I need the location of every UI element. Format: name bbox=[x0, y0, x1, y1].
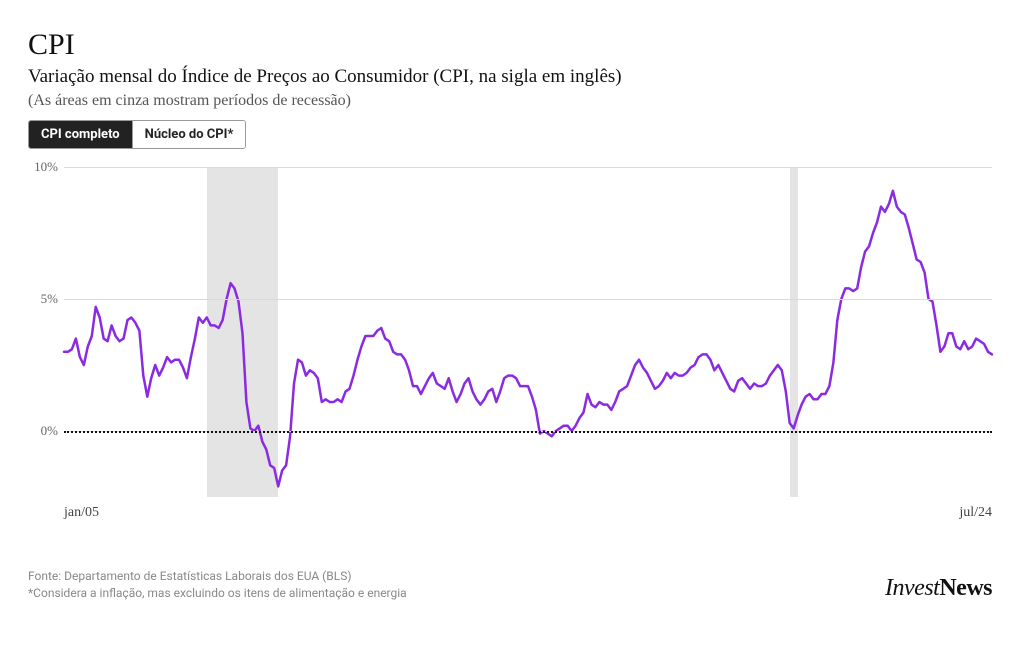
y-tick-label: 10% bbox=[34, 159, 64, 175]
tab-nucleo-cpi[interactable]: Núcleo do CPI* bbox=[132, 121, 246, 148]
footnote-text: *Considera a inflação, mas excluindo os … bbox=[28, 585, 407, 602]
zero-line bbox=[64, 431, 992, 433]
gridline bbox=[64, 167, 992, 168]
recession-note: (As áreas em cinza mostram períodos de r… bbox=[28, 92, 992, 110]
source-text: Fonte: Departamento de Estatísticas Labo… bbox=[28, 568, 407, 585]
tab-cpi-completo[interactable]: CPI completo bbox=[29, 121, 132, 148]
series-tabs: CPI completoNúcleo do CPI* bbox=[28, 120, 246, 149]
x-axis: jan/05 jul/24 bbox=[64, 497, 992, 521]
x-start-label: jan/05 bbox=[64, 505, 99, 521]
y-tick-label: 5% bbox=[41, 291, 64, 307]
y-tick-label: 0% bbox=[41, 423, 64, 439]
brand-part1: Invest bbox=[885, 575, 939, 601]
cpi-line bbox=[64, 191, 992, 487]
gridline bbox=[64, 299, 992, 300]
brand-part2: News bbox=[939, 575, 992, 601]
brand-logo: InvestNews bbox=[885, 575, 992, 602]
cpi-line-chart: 0%5%10% bbox=[64, 167, 992, 497]
page-subtitle: Variação mensal do Índice de Preços ao C… bbox=[28, 66, 992, 88]
page-title: CPI bbox=[28, 28, 992, 62]
x-end-label: jul/24 bbox=[959, 505, 992, 521]
